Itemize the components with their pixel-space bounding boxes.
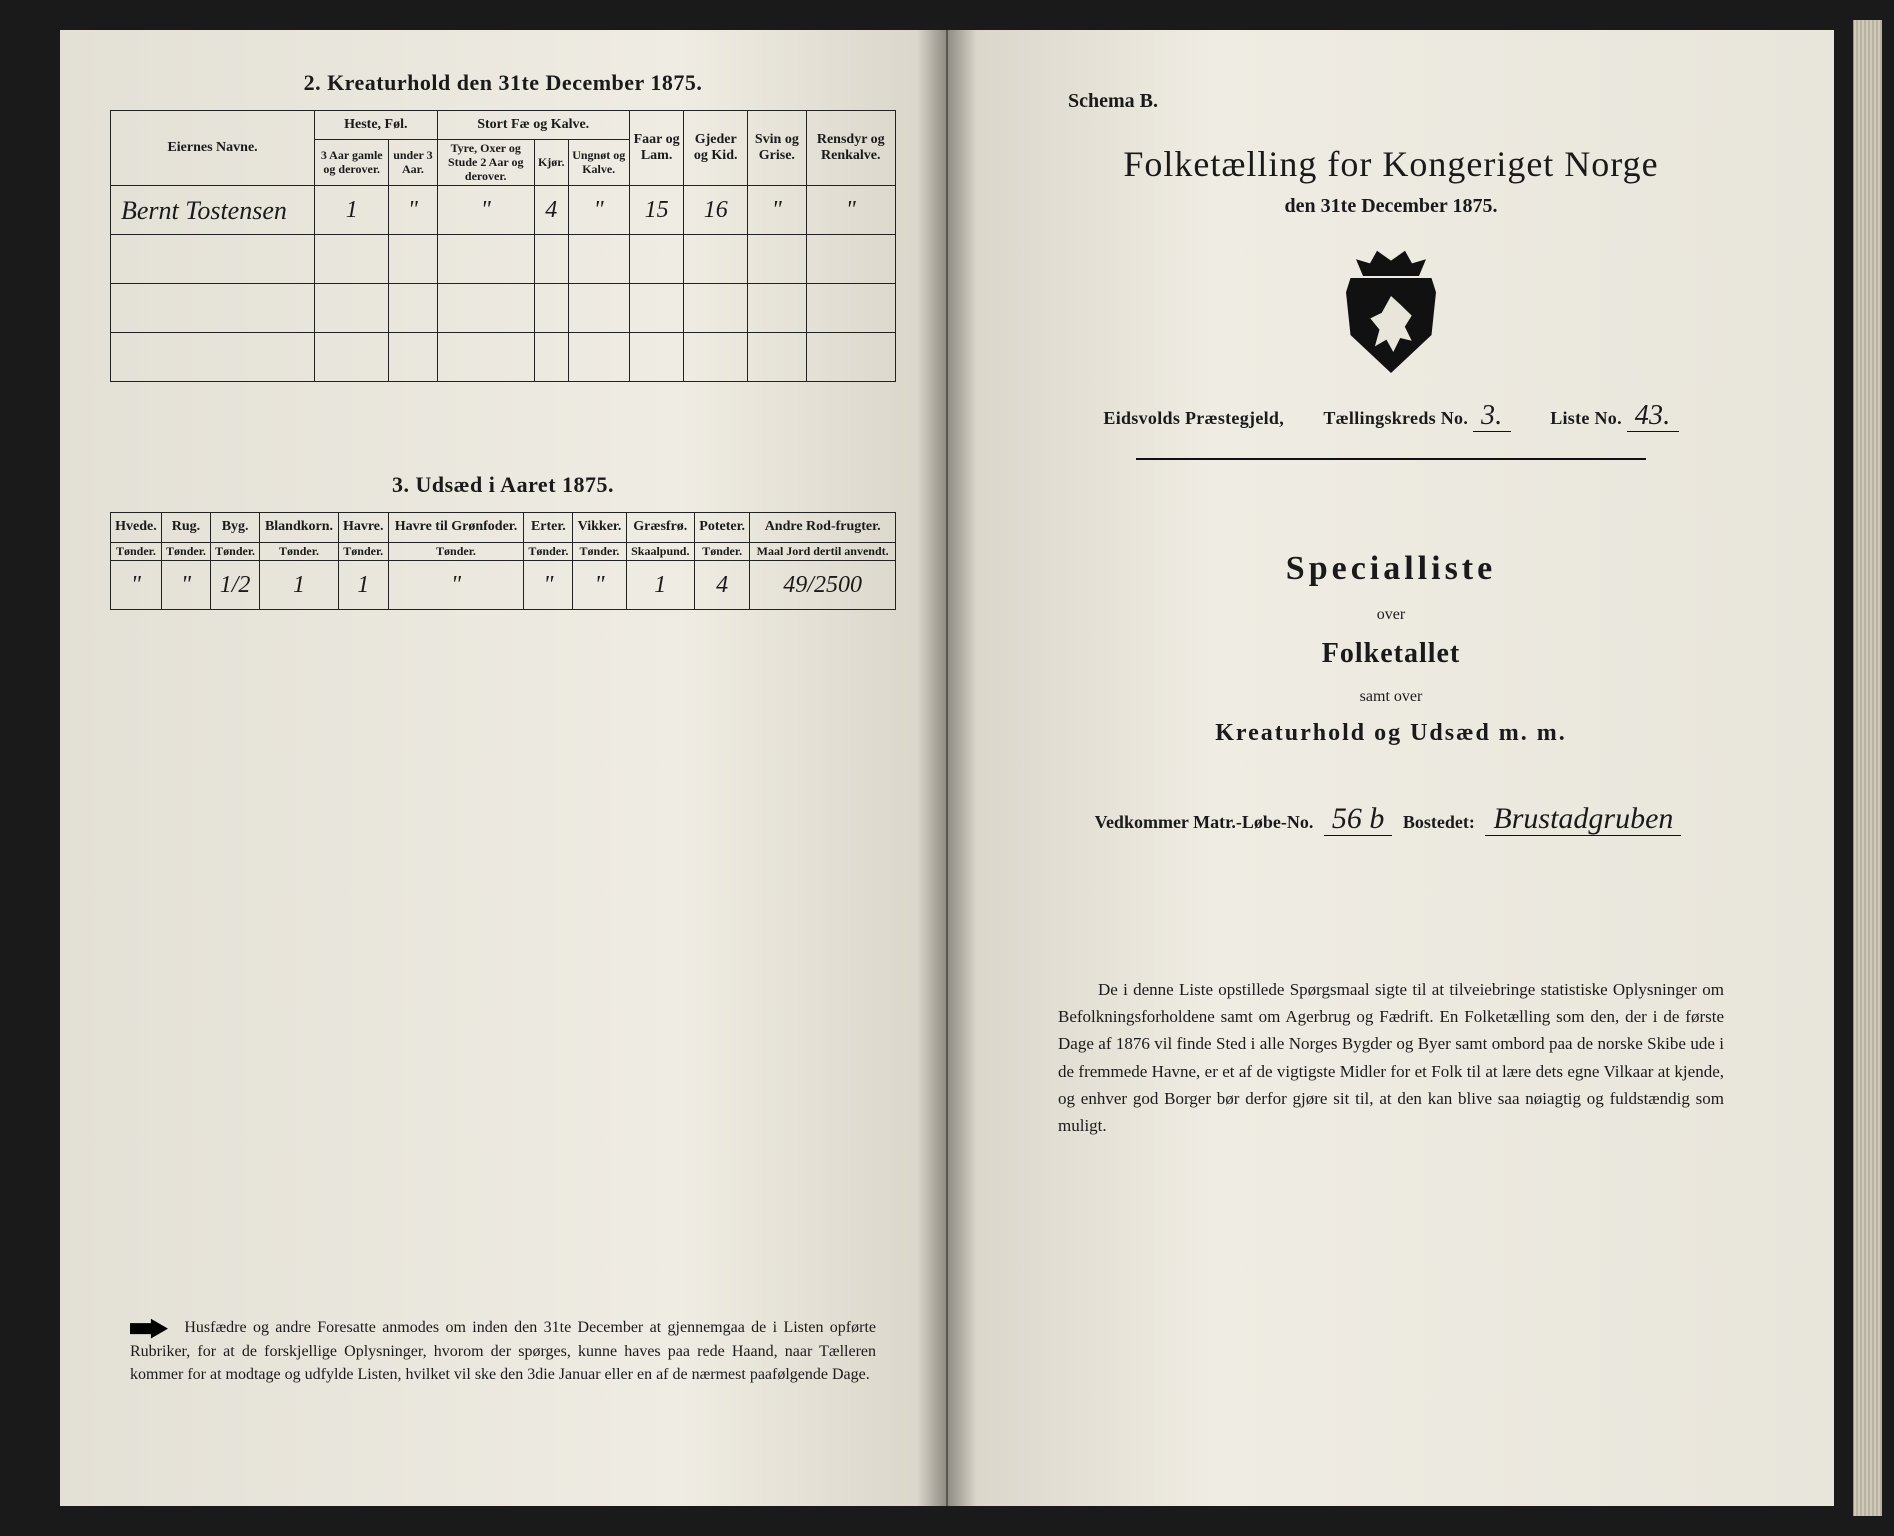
bosted-value: Brustadgruben: [1485, 802, 1681, 836]
divider: [1136, 458, 1647, 460]
spec-samt: samt over: [998, 688, 1784, 706]
section-2: 2. Kreaturhold den 31te December 1875. E…: [110, 70, 896, 382]
col-vikker: Vikker.: [573, 513, 626, 542]
unit-byg: Tønder.: [211, 542, 260, 561]
section-3-title: 3. Udsæd i Aaret 1875.: [110, 472, 896, 498]
spec-kreatur: Kreaturhold og Udsæd m. m.: [998, 720, 1784, 747]
spec-over: over: [998, 606, 1784, 624]
spec-title: Specialliste: [998, 550, 1784, 588]
section-2-title: 2. Kreaturhold den 31te December 1875.: [110, 70, 896, 96]
unit-poteter: Tønder.: [695, 542, 750, 561]
col-blandkorn: Blandkorn.: [260, 513, 339, 542]
unit-vikker: Tønder.: [573, 542, 626, 561]
col-graesfro: Græsfrø.: [626, 513, 695, 542]
unit-rug: Tønder.: [161, 542, 210, 561]
section-3: 3. Udsæd i Aaret 1875. Hvede. Rug. Byg. …: [110, 472, 896, 610]
col-erter: Erter.: [524, 513, 573, 542]
col-owner: Eiernes Navne.: [111, 111, 315, 186]
left-footnote: Husfædre og andre Foresatte anmodes om i…: [130, 1316, 876, 1386]
cell-reindeer: ": [806, 186, 895, 235]
spec-folketallet: Folketallet: [998, 638, 1784, 670]
prestegjeld-name: Eidsvolds: [1103, 408, 1180, 428]
kreds-value: 3.: [1473, 400, 1511, 432]
cell-blandkorn: 1: [260, 561, 339, 610]
main-title: Folketælling for Kongeriget Norge den 31…: [998, 143, 1784, 218]
unit-erter: Tønder.: [524, 542, 573, 561]
col-hvede: Hvede.: [111, 513, 162, 542]
seed-table: Hvede. Rug. Byg. Blandkorn. Havre. Havre…: [110, 512, 896, 610]
cell-andre: 49/2500: [750, 561, 896, 610]
pointing-hand-icon: [130, 1318, 168, 1340]
left-page: 2. Kreaturhold den 31te December 1875. E…: [60, 30, 948, 1506]
cell-horse-a: 1: [315, 186, 389, 235]
cell-hvede: ": [111, 561, 162, 610]
unit-hvede: Tønder.: [111, 542, 162, 561]
col-horses: Heste, Føl.: [315, 111, 437, 140]
col-havre-gron: Havre til Grønfoder.: [388, 513, 524, 542]
bosted-label: Bostedet:: [1403, 812, 1475, 832]
unit-havre: Tønder.: [338, 542, 388, 561]
unit-andre: Maal Jord dertil anvendt.: [750, 542, 896, 561]
cell-rug: ": [161, 561, 210, 610]
liste-label: Liste No.: [1550, 408, 1622, 428]
cell-byg: 1/2: [211, 561, 260, 610]
kreds-label: Tællingskreds No.: [1323, 408, 1468, 428]
col-cattle: Stort Fæ og Kalve.: [437, 111, 629, 140]
col-cattle-b: Kjør.: [534, 140, 568, 186]
col-rug: Rug.: [161, 513, 210, 542]
matr-label: Vedkommer Matr.-Løbe-No.: [1095, 812, 1314, 832]
cell-havre: 1: [338, 561, 388, 610]
col-byg: Byg.: [211, 513, 260, 542]
district-line: Eidsvolds Præstegjeld, Tællingskreds No.…: [998, 400, 1784, 432]
cell-havre-gron: ": [388, 561, 524, 610]
col-pigs: Svin og Grise.: [748, 111, 806, 186]
col-poteter: Poteter.: [695, 513, 750, 542]
cell-pigs: ": [748, 186, 806, 235]
census-date: den 31te December 1875.: [998, 195, 1784, 218]
col-havre: Havre.: [338, 513, 388, 542]
cell-goats: 16: [684, 186, 748, 235]
crown-icon: [1356, 248, 1426, 276]
cell-cattle-b: 4: [534, 186, 568, 235]
unit-havre-gron: Tønder.: [388, 542, 524, 561]
col-andre: Andre Rod-frugter.: [750, 513, 896, 542]
unit-graesfro: Skaalpund.: [626, 542, 695, 561]
cell-graesfro: 1: [626, 561, 695, 610]
cell-vikker: ": [573, 561, 626, 610]
matr-value: 56 b: [1324, 802, 1393, 836]
cell-owner: Bernt Tostensen: [111, 186, 315, 235]
lion-icon: [1368, 296, 1414, 352]
cell-poteter: 4: [695, 561, 750, 610]
col-horse-a: 3 Aar gamle og derover.: [315, 140, 389, 186]
vedkommer-line: Vedkommer Matr.-Løbe-No. 56 b Bostedet: …: [998, 802, 1784, 836]
unit-blandkorn: Tønder.: [260, 542, 339, 561]
right-paragraph: De i denne Liste opstillede Spørgsmaal s…: [1058, 976, 1724, 1139]
shield-icon: [1346, 278, 1436, 373]
cell-horse-b: ": [389, 186, 437, 235]
book-scan: 2. Kreaturhold den 31te December 1875. E…: [60, 30, 1834, 1506]
cell-sheep: 15: [629, 186, 683, 235]
livestock-table: Eiernes Navne. Heste, Føl. Stort Fæ og K…: [110, 110, 896, 382]
col-reindeer: Rensdyr og Renkalve.: [806, 111, 895, 186]
specialliste-block: Specialliste over Folketallet samt over …: [998, 550, 1784, 747]
cell-erter: ": [524, 561, 573, 610]
cell-cattle-a: ": [437, 186, 534, 235]
footnote-text: Husfædre og andre Foresatte anmodes om i…: [130, 1319, 876, 1383]
page-edge: [1853, 20, 1882, 1516]
col-horse-b: under 3 Aar.: [389, 140, 437, 186]
col-cattle-a: Tyre, Oxer og Stude 2 Aar og derover.: [437, 140, 534, 186]
coat-of-arms-icon: [1331, 248, 1451, 378]
col-goats: Gjeder og Kid.: [684, 111, 748, 186]
census-title: Folketælling for Kongeriget Norge: [998, 143, 1784, 185]
right-page: Schema B. Folketælling for Kongeriget No…: [948, 30, 1834, 1506]
liste-value: 43.: [1627, 400, 1679, 432]
prestegjeld-word: Præstegjeld,: [1185, 408, 1284, 428]
col-cattle-c: Ungnøt og Kalve.: [568, 140, 629, 186]
col-sheep: Faar og Lam.: [629, 111, 683, 186]
cell-cattle-c: ": [568, 186, 629, 235]
schema-label: Schema B.: [1068, 90, 1784, 113]
